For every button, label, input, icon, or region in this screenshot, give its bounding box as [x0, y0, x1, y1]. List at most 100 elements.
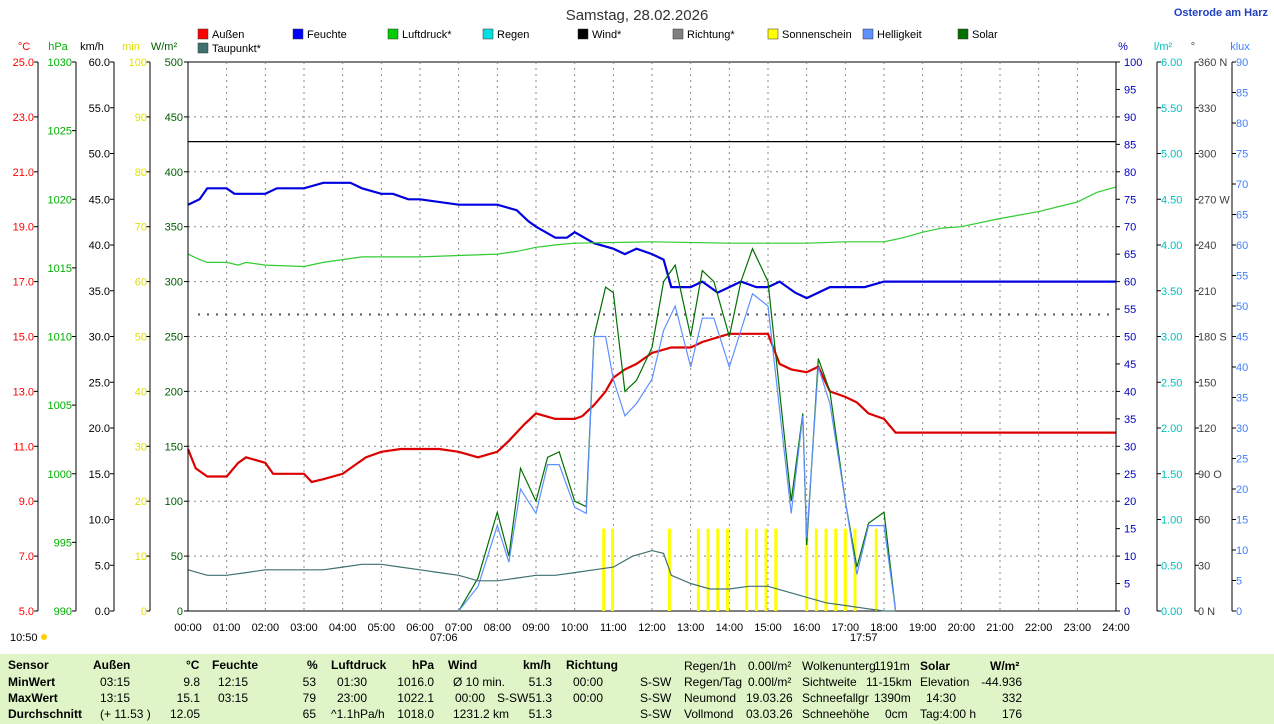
rain-tick-label: 1.00	[1161, 515, 1182, 527]
avg-luft-trend: ^1.1hPa/h	[331, 707, 385, 721]
humidity-tick-label: 55	[1124, 304, 1136, 316]
direction-tick-label: 330	[1198, 103, 1216, 115]
wind-tick-label: 40.0	[89, 240, 110, 252]
direction-tick-label: 270 W	[1198, 194, 1230, 206]
x-tick-label: 13:00	[677, 622, 705, 634]
sunmin-axis-unit: min	[122, 41, 140, 53]
solar-day-value: 176	[1001, 707, 1022, 721]
legend-swatch	[767, 28, 779, 40]
x-tick-label: 19:00	[909, 622, 937, 634]
snowline-value: 1390m	[874, 691, 911, 705]
direction-tick-label: 300	[1198, 149, 1216, 161]
series-line-solar	[458, 247, 897, 612]
direction-tick-label: 90 O	[1198, 469, 1222, 481]
rain-day-label: Regen/Tag	[684, 675, 743, 689]
x-tick-label: 18:00	[870, 622, 898, 634]
fullmoon-label: Vollmond	[684, 707, 734, 721]
solar-tick-label: 400	[165, 167, 183, 179]
lux-tick-label: 90	[1236, 57, 1248, 69]
x-tick-label: 03:00	[290, 622, 318, 634]
x-tick-label: 22:00	[1025, 622, 1053, 634]
lux-tick-label: 60	[1236, 240, 1248, 252]
legend-label: Luftdruck*	[402, 29, 452, 41]
x-tick-label: 16:00	[793, 622, 821, 634]
sunshine-bar	[843, 528, 847, 611]
daylength-label: 10:50	[10, 632, 38, 644]
legend-swatch	[292, 28, 304, 40]
lux-tick-label: 85	[1236, 88, 1248, 100]
sunshine-bar	[764, 528, 768, 611]
sunrise-label: 07:06	[430, 632, 458, 644]
sunshine-bar	[706, 528, 710, 611]
humidity-tick-label: 70	[1124, 222, 1136, 234]
solar-elevation-label: Elevation	[920, 675, 970, 689]
legend-label: Taupunkt*	[212, 43, 262, 55]
temp-tick-label: 19.0	[13, 222, 34, 234]
min-label: MinWert	[8, 675, 56, 689]
x-tick-label: 15:00	[754, 622, 782, 634]
richtung-header: Richtung	[566, 658, 618, 672]
newmoon-value: 19.03.26	[746, 691, 793, 705]
direction-tick-label: 180 S	[1198, 332, 1227, 344]
min-wind-time: Ø 10 min.	[453, 675, 506, 689]
rain-tick-label: 4.00	[1161, 240, 1182, 252]
x-tick-label: 06:00	[406, 622, 434, 634]
rain-tick-label: 2.50	[1161, 377, 1182, 389]
max-label: MaxWert	[8, 691, 58, 705]
pressure-tick-label: 1015	[48, 263, 72, 275]
temp-tick-label: 23.0	[13, 112, 34, 124]
luftdruck-header: Luftdruck	[331, 658, 387, 672]
x-tick-label: 24:00	[1102, 622, 1130, 634]
rain-tick-label: 6.00	[1161, 57, 1182, 69]
avg-dir-value: S-SW	[640, 707, 672, 721]
pressure-tick-label: 1000	[48, 469, 72, 481]
min-wind-value: 51.3	[528, 675, 552, 689]
solar-tick-label: 350	[165, 222, 183, 234]
lux-tick-label: 5	[1236, 576, 1242, 588]
wind-axis-unit: km/h	[80, 41, 104, 53]
legend-label: Regen	[497, 29, 529, 41]
wind-header: Wind	[448, 658, 478, 672]
lux-tick-label: 75	[1236, 149, 1248, 161]
luftdruck-unit: hPa	[412, 658, 435, 672]
rain-tick-label: 0.50	[1161, 560, 1182, 572]
direction-tick-label: 210	[1198, 286, 1216, 298]
humidity-tick-label: 0	[1124, 606, 1130, 618]
feuchte-header: Feuchte	[212, 658, 259, 672]
avg-label: Durchschnitt	[8, 707, 83, 721]
chart-title: Samstag, 28.02.2026	[566, 7, 709, 24]
x-tick-label: 09:00	[522, 622, 550, 634]
sunshine-bar	[696, 528, 700, 611]
direction-tick-label: 150	[1198, 377, 1216, 389]
rain-tick-label: 5.50	[1161, 103, 1182, 115]
sun-icon	[41, 634, 47, 640]
plot-area	[186, 61, 1117, 612]
rain-tick-label: 2.00	[1161, 423, 1182, 435]
max-feuchte-time: 03:15	[218, 691, 249, 705]
sunmin-tick-label: 10	[135, 551, 147, 563]
direction-tick-label: 0 N	[1198, 606, 1215, 618]
solar-tick-label: 200	[165, 386, 183, 398]
humidity-tick-label: 50	[1124, 332, 1136, 344]
sunshine-bar	[602, 528, 606, 611]
min-feuchte-value: 53	[302, 675, 316, 689]
legend-swatch	[197, 28, 209, 40]
sunmin-tick-label: 30	[135, 441, 147, 453]
min-luft-time: 01:30	[337, 675, 368, 689]
pressure-tick-label: 1020	[48, 194, 72, 206]
snowheight-value: 0cm	[885, 707, 908, 721]
aussen-header: Außen	[93, 658, 131, 672]
legend-swatch	[577, 28, 589, 40]
temp-tick-label: 25.0	[13, 57, 34, 69]
humidity-tick-label: 5	[1124, 579, 1130, 591]
min-luft-value: 1016.0	[397, 675, 434, 689]
humidity-tick-label: 35	[1124, 414, 1136, 426]
legend-label: Außen	[212, 29, 244, 41]
lux-tick-label: 35	[1236, 393, 1248, 405]
stats-panel: Sensor Außen °C Feuchte % Luftdruck hPa …	[0, 654, 1274, 724]
humidity-tick-label: 20	[1124, 496, 1136, 508]
lux-tick-label: 10	[1236, 545, 1248, 557]
wind-tick-label: 20.0	[89, 423, 110, 435]
sunset-label: 17:57	[850, 632, 878, 644]
sunshine-bar	[754, 528, 758, 611]
